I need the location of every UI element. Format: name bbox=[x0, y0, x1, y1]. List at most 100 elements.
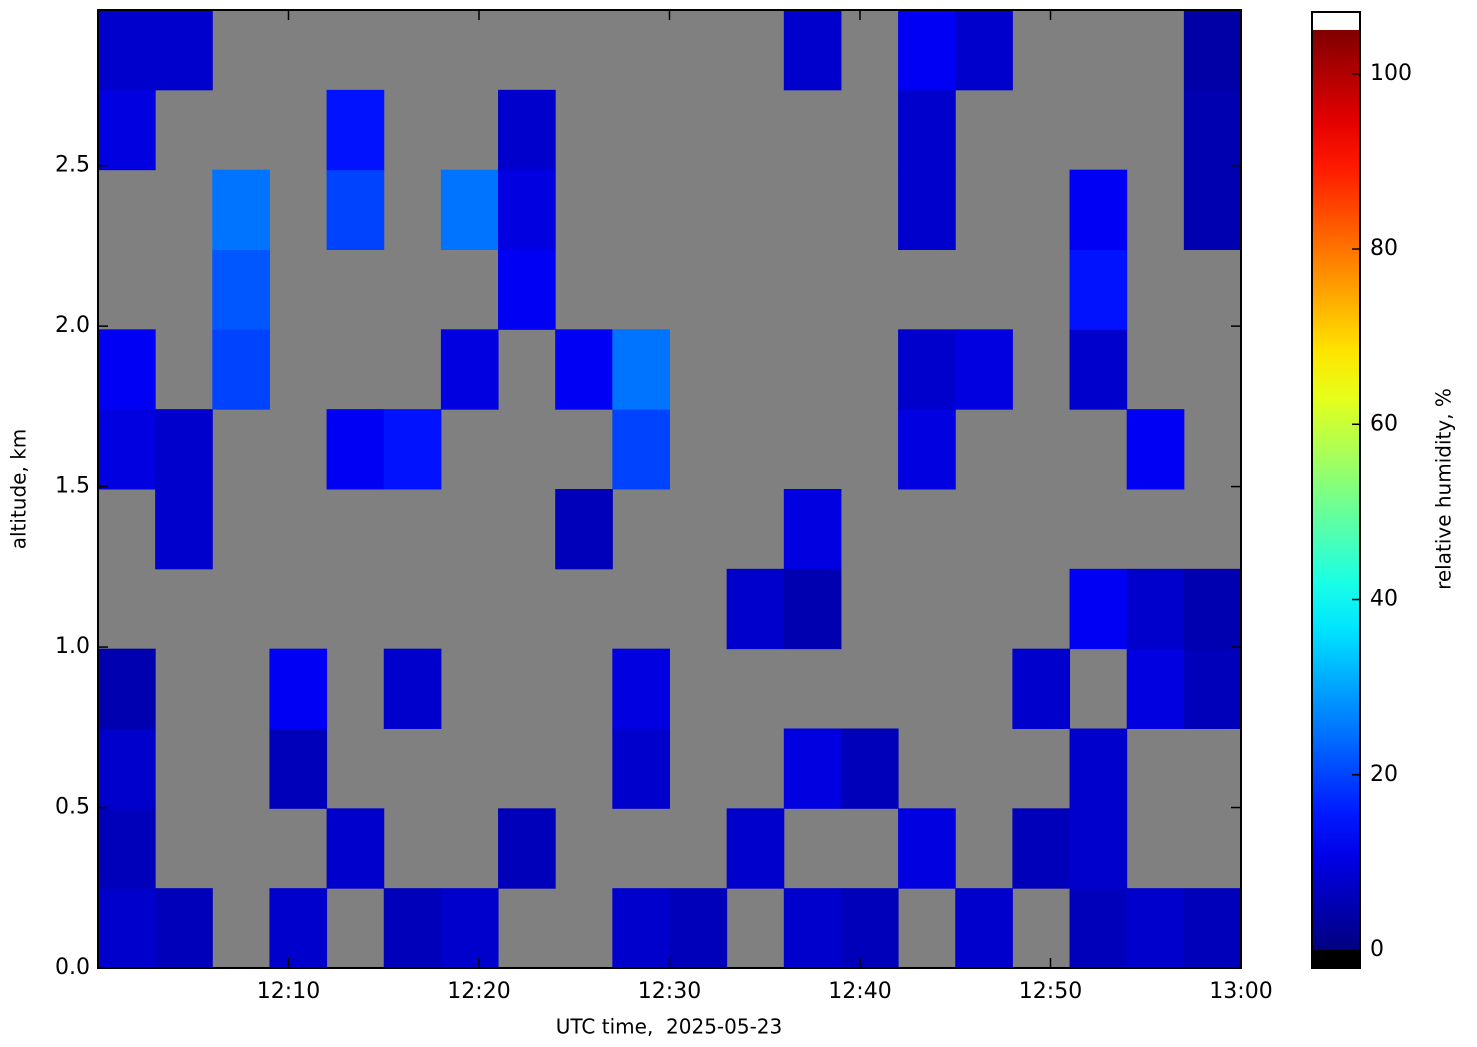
heat-cell bbox=[898, 169, 956, 250]
colorbar-frame bbox=[1311, 11, 1361, 969]
heat-cell bbox=[783, 568, 842, 650]
heat-cell bbox=[726, 808, 785, 889]
heat-cell bbox=[898, 10, 956, 91]
colorbar-over bbox=[1312, 12, 1360, 30]
heat-cell bbox=[783, 888, 842, 969]
heat-cell bbox=[955, 10, 1013, 91]
heat-cell bbox=[955, 329, 1013, 410]
heat-cell bbox=[98, 808, 156, 889]
colorbar-tick-label: 80 bbox=[1370, 236, 1398, 261]
heat-cell bbox=[669, 888, 728, 969]
heat-cell bbox=[498, 249, 556, 330]
heat-cell bbox=[1183, 568, 1242, 650]
heat-cell bbox=[155, 888, 213, 969]
y-tick-label: 0.0 bbox=[55, 955, 90, 980]
heat-cell bbox=[898, 808, 956, 889]
heat-cell bbox=[326, 409, 385, 490]
x-tick-label: 12:10 bbox=[257, 979, 320, 1004]
heat-cell bbox=[726, 568, 785, 650]
x-tick-label: 12:20 bbox=[447, 979, 510, 1004]
heat-cell bbox=[612, 888, 670, 969]
heat-cell bbox=[269, 888, 328, 969]
heat-cell bbox=[612, 728, 670, 809]
heat-cell bbox=[898, 329, 956, 410]
heat-cell bbox=[955, 888, 1013, 969]
x-tick-label: 12:40 bbox=[828, 979, 891, 1004]
heat-cell bbox=[98, 329, 156, 410]
x-tick-label: 13:00 bbox=[1209, 979, 1272, 1004]
heat-cell bbox=[783, 10, 842, 91]
heat-cell bbox=[1012, 808, 1071, 889]
colorbar-under bbox=[1312, 950, 1360, 968]
heat-cell bbox=[1183, 89, 1242, 171]
y-tick-label: 2.0 bbox=[55, 313, 90, 338]
heat-cell bbox=[1126, 409, 1185, 490]
heat-cell bbox=[1069, 169, 1128, 250]
colorbar-tick-label: 40 bbox=[1370, 587, 1398, 612]
colorbar-tick-label: 60 bbox=[1370, 411, 1398, 436]
heat-cell bbox=[1069, 249, 1128, 330]
heat-cell bbox=[1069, 329, 1128, 410]
colorbar-tick-label: 100 bbox=[1370, 61, 1412, 86]
heat-cell bbox=[612, 409, 670, 490]
heat-cell bbox=[898, 89, 956, 171]
heat-cell bbox=[212, 169, 270, 250]
heat-cell bbox=[440, 169, 499, 250]
heat-cell bbox=[98, 648, 156, 729]
heat-cell bbox=[98, 409, 156, 490]
heat-cell bbox=[155, 409, 213, 490]
heat-cell bbox=[783, 728, 842, 809]
y-tick-label: 1.0 bbox=[55, 634, 90, 659]
heat-cell bbox=[898, 409, 956, 490]
y-tick-label: 0.5 bbox=[55, 795, 90, 820]
heat-cell bbox=[1126, 888, 1185, 969]
heat-cell bbox=[383, 409, 442, 490]
heat-cell bbox=[555, 329, 613, 410]
x-tick-label: 12:30 bbox=[638, 979, 701, 1004]
heat-cell bbox=[326, 89, 385, 171]
heat-cell bbox=[612, 329, 670, 410]
y-axis-label: altitude, km bbox=[7, 429, 31, 550]
heat-cell bbox=[1069, 568, 1128, 650]
y-tick-label: 1.5 bbox=[55, 474, 90, 499]
heat-cell bbox=[498, 808, 556, 889]
heat-cell bbox=[1069, 728, 1128, 809]
heat-cell bbox=[440, 329, 499, 410]
heat-cell bbox=[498, 89, 556, 171]
heat-cell bbox=[840, 728, 899, 809]
heat-cell bbox=[1183, 10, 1242, 91]
heat-cell bbox=[1126, 568, 1185, 650]
heat-cell bbox=[783, 489, 842, 570]
heat-cell bbox=[612, 648, 670, 729]
heat-cell bbox=[212, 249, 270, 330]
heat-cell bbox=[1012, 648, 1071, 729]
heat-cell bbox=[440, 888, 499, 969]
heat-cell bbox=[1126, 648, 1185, 729]
heat-cell bbox=[326, 169, 385, 250]
heat-cell bbox=[212, 329, 270, 410]
heat-cell bbox=[269, 728, 328, 809]
heat-cell bbox=[840, 888, 899, 969]
heat-cell bbox=[98, 888, 156, 969]
heat-cell bbox=[498, 169, 556, 250]
heat-cell bbox=[383, 648, 442, 729]
heat-cell bbox=[155, 489, 213, 570]
colorbar-tick-label: 20 bbox=[1370, 762, 1398, 787]
heat-cell bbox=[326, 808, 385, 889]
x-tick-label: 12:50 bbox=[1019, 979, 1082, 1004]
heat-cell bbox=[269, 648, 328, 729]
y-tick-label: 2.5 bbox=[55, 153, 90, 178]
colorbar-tick-label: 0 bbox=[1370, 937, 1384, 962]
heat-cell bbox=[1183, 888, 1242, 969]
heat-cell bbox=[98, 10, 156, 91]
heat-cell bbox=[555, 489, 613, 570]
heat-cell bbox=[1069, 888, 1128, 969]
x-axis-label: UTC time, 2025-05-23 bbox=[556, 1015, 783, 1039]
colorbar-label: relative humidity, % bbox=[1432, 388, 1456, 590]
heat-cell bbox=[383, 888, 442, 969]
heat-cell bbox=[98, 728, 156, 809]
heat-cell bbox=[98, 89, 156, 171]
colorbar bbox=[1312, 30, 1360, 950]
heat-cell bbox=[1069, 808, 1128, 889]
